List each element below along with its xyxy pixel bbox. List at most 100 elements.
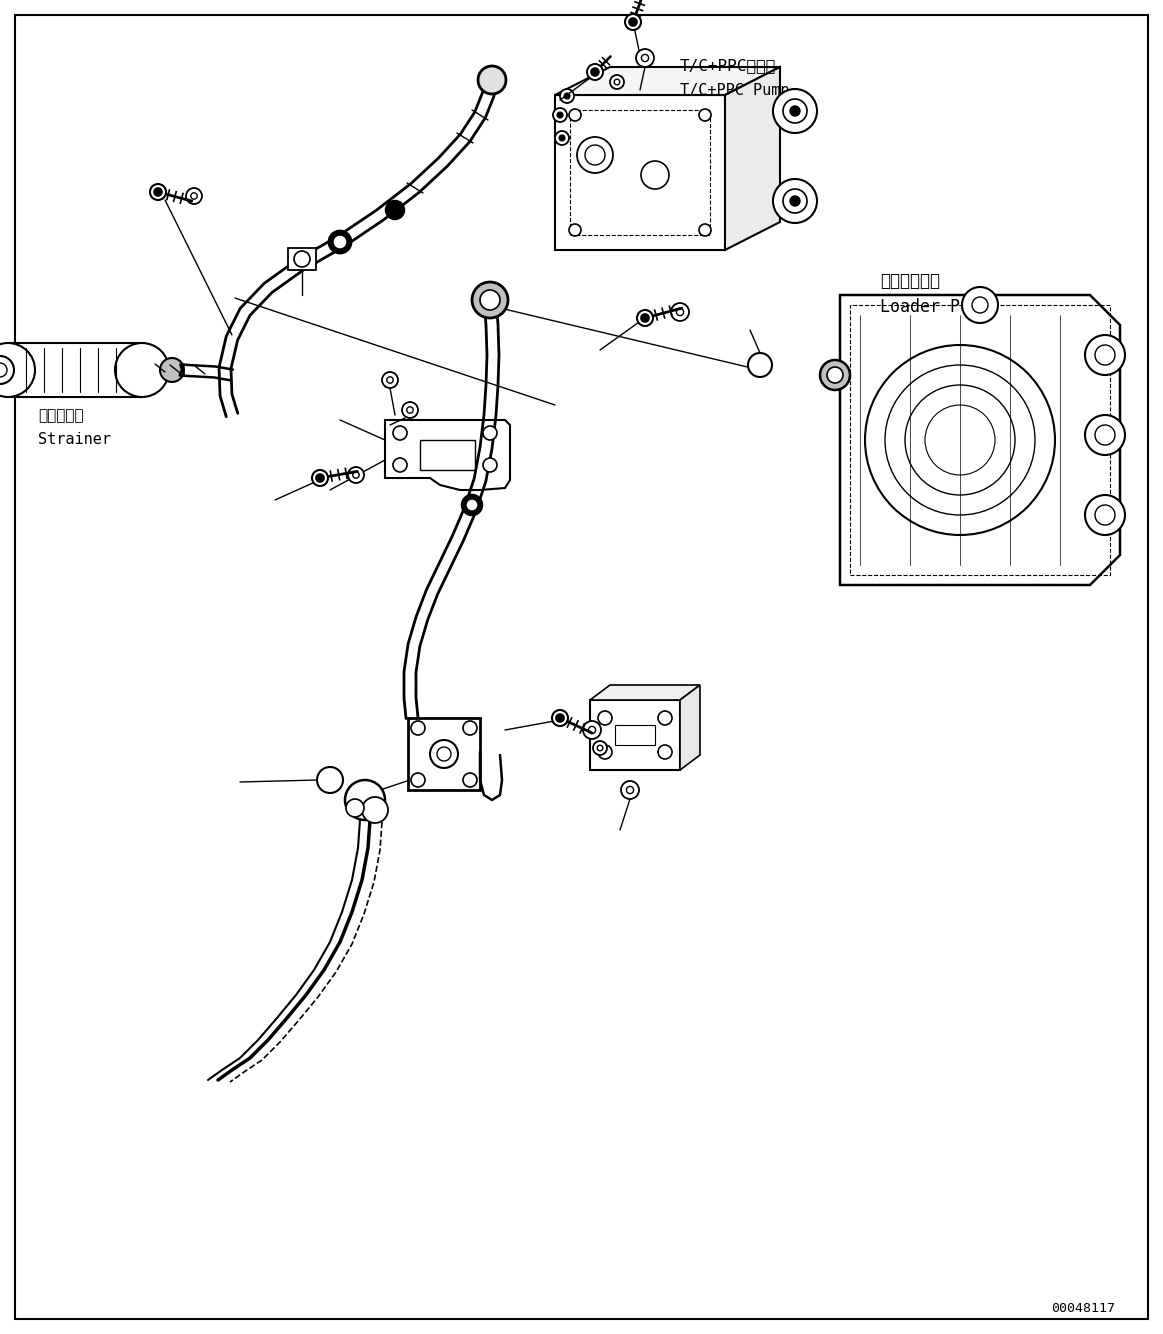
Circle shape bbox=[160, 358, 184, 382]
Circle shape bbox=[564, 93, 570, 99]
Circle shape bbox=[0, 356, 14, 384]
Circle shape bbox=[402, 402, 418, 418]
Circle shape bbox=[962, 287, 998, 323]
Circle shape bbox=[466, 499, 478, 511]
Circle shape bbox=[598, 711, 612, 724]
Circle shape bbox=[641, 313, 649, 321]
Circle shape bbox=[577, 137, 613, 173]
Circle shape bbox=[480, 289, 500, 309]
Circle shape bbox=[627, 787, 634, 794]
Circle shape bbox=[472, 281, 508, 317]
Circle shape bbox=[1096, 506, 1115, 526]
Polygon shape bbox=[725, 67, 780, 249]
Circle shape bbox=[552, 710, 568, 726]
Circle shape bbox=[865, 346, 1055, 535]
Bar bbox=[408, 718, 480, 790]
Circle shape bbox=[569, 109, 582, 121]
Circle shape bbox=[345, 780, 385, 820]
Circle shape bbox=[671, 303, 688, 321]
Circle shape bbox=[585, 145, 605, 165]
Circle shape bbox=[597, 746, 602, 751]
Bar bbox=[570, 109, 709, 235]
Polygon shape bbox=[840, 295, 1120, 586]
Circle shape bbox=[569, 224, 582, 236]
Circle shape bbox=[827, 367, 843, 383]
Circle shape bbox=[625, 13, 641, 29]
Circle shape bbox=[430, 740, 458, 768]
Circle shape bbox=[677, 308, 684, 316]
Circle shape bbox=[1096, 426, 1115, 446]
Text: ローダポンプ: ローダポンプ bbox=[880, 272, 940, 289]
Circle shape bbox=[362, 796, 388, 823]
Bar bbox=[288, 248, 316, 269]
Text: ストレーナ: ストレーナ bbox=[38, 408, 84, 423]
Circle shape bbox=[642, 55, 649, 61]
Circle shape bbox=[333, 235, 347, 249]
Bar bbox=[615, 724, 655, 744]
Circle shape bbox=[317, 767, 343, 792]
Circle shape bbox=[154, 188, 162, 196]
Circle shape bbox=[552, 108, 568, 121]
Circle shape bbox=[115, 343, 169, 398]
Circle shape bbox=[790, 105, 800, 116]
Circle shape bbox=[699, 224, 711, 236]
Polygon shape bbox=[385, 420, 511, 490]
Polygon shape bbox=[8, 343, 142, 398]
Circle shape bbox=[587, 64, 602, 80]
Text: T/C+PPCポンプ: T/C+PPCポンプ bbox=[680, 57, 776, 73]
Circle shape bbox=[411, 720, 424, 735]
Polygon shape bbox=[555, 95, 725, 249]
Circle shape bbox=[925, 406, 996, 475]
Polygon shape bbox=[555, 67, 780, 95]
Bar bbox=[420, 440, 475, 470]
Circle shape bbox=[1085, 415, 1125, 455]
Circle shape bbox=[972, 297, 989, 313]
Text: Loader Pump: Loader Pump bbox=[880, 297, 990, 316]
Circle shape bbox=[312, 470, 328, 486]
Circle shape bbox=[347, 799, 364, 816]
Circle shape bbox=[478, 65, 506, 93]
Circle shape bbox=[636, 49, 654, 67]
Text: 00048117: 00048117 bbox=[1051, 1302, 1115, 1315]
Circle shape bbox=[783, 99, 807, 123]
Bar bbox=[850, 305, 1110, 575]
Circle shape bbox=[583, 720, 601, 739]
Polygon shape bbox=[680, 684, 700, 770]
Text: Strainer: Strainer bbox=[38, 432, 110, 447]
Circle shape bbox=[555, 131, 569, 145]
Circle shape bbox=[387, 376, 393, 383]
Circle shape bbox=[591, 68, 599, 76]
Bar bbox=[590, 700, 680, 770]
Circle shape bbox=[621, 780, 638, 799]
Circle shape bbox=[381, 372, 398, 388]
Circle shape bbox=[783, 189, 807, 213]
Circle shape bbox=[790, 196, 800, 205]
Circle shape bbox=[150, 184, 166, 200]
Circle shape bbox=[637, 309, 652, 325]
Circle shape bbox=[463, 720, 477, 735]
Circle shape bbox=[641, 161, 669, 189]
Circle shape bbox=[598, 744, 612, 759]
Circle shape bbox=[411, 772, 424, 787]
Circle shape bbox=[352, 472, 359, 478]
Circle shape bbox=[316, 474, 324, 482]
Circle shape bbox=[1085, 495, 1125, 535]
Circle shape bbox=[191, 193, 198, 199]
Circle shape bbox=[773, 179, 816, 223]
Circle shape bbox=[561, 89, 575, 103]
Polygon shape bbox=[590, 684, 700, 700]
Circle shape bbox=[407, 407, 413, 414]
Circle shape bbox=[483, 458, 497, 472]
Circle shape bbox=[393, 426, 407, 440]
Circle shape bbox=[348, 467, 364, 483]
Circle shape bbox=[885, 366, 1035, 515]
Circle shape bbox=[393, 458, 407, 472]
Circle shape bbox=[437, 747, 451, 760]
Circle shape bbox=[820, 360, 850, 390]
Circle shape bbox=[463, 772, 477, 787]
Circle shape bbox=[483, 426, 497, 440]
Circle shape bbox=[588, 727, 595, 734]
Circle shape bbox=[614, 79, 620, 85]
Circle shape bbox=[699, 109, 711, 121]
Circle shape bbox=[593, 740, 607, 755]
